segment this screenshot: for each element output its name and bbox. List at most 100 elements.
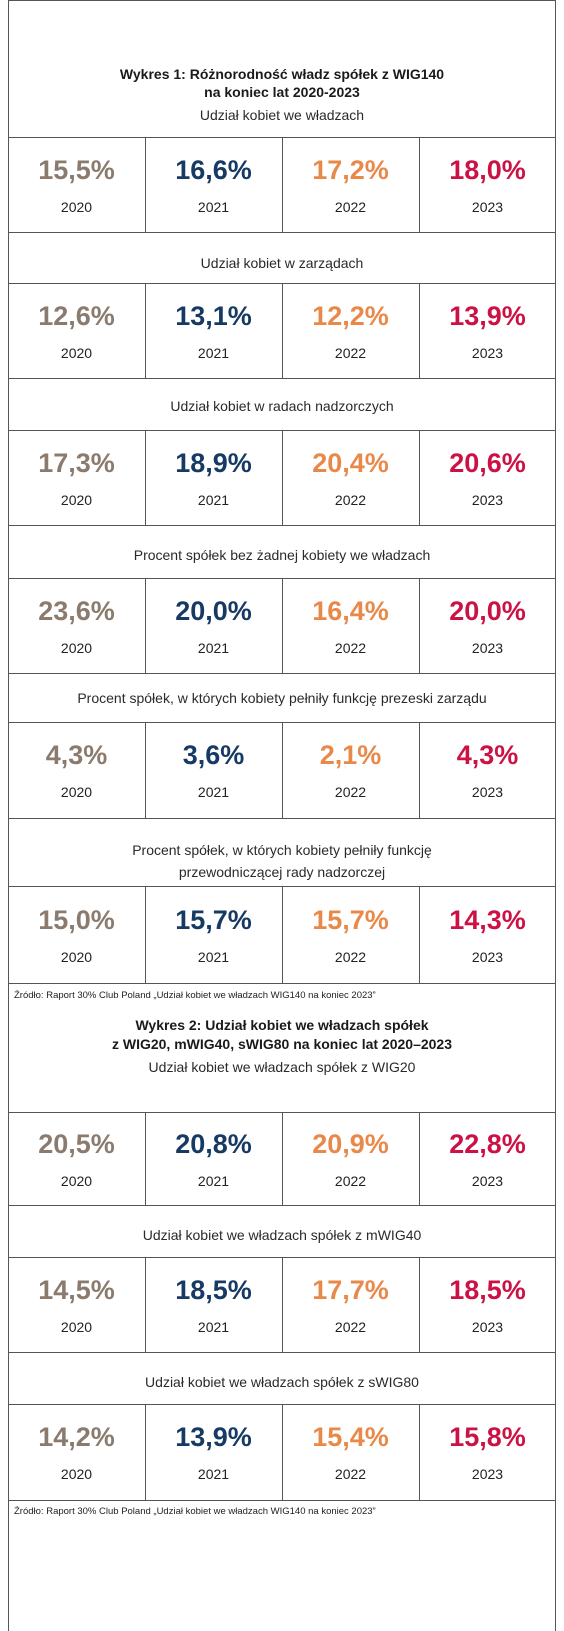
value-cell: 17,2% 2022 xyxy=(282,154,419,216)
value-label: 13,9% xyxy=(449,300,526,331)
value-cell: 20,9% 2022 xyxy=(282,1128,419,1190)
year-label: 2023 xyxy=(471,1466,504,1482)
value-cell: 14,5% 2020 xyxy=(8,1274,145,1336)
year-label: 2021 xyxy=(197,491,230,508)
year-label: 2023 xyxy=(471,639,504,656)
column-divider xyxy=(145,430,146,525)
column-divider xyxy=(282,578,283,673)
year-label: 2023 xyxy=(471,1172,504,1189)
column-divider xyxy=(282,1257,283,1352)
year-label: 2022 xyxy=(334,948,367,965)
year-label: 2021 xyxy=(197,344,230,361)
value-label: 15,7% xyxy=(175,904,252,935)
value-label: 18,5% xyxy=(175,1274,252,1305)
year-label: 2022 xyxy=(334,1466,367,1482)
value-cell: 20,4% 2022 xyxy=(282,447,419,509)
section-label: Udział kobiet we władzach spółek z mWIG4… xyxy=(142,1227,422,1243)
value-cell: 16,6% 2021 xyxy=(145,154,282,216)
value-cell: 4,3% 2023 xyxy=(419,739,556,801)
section-bottom-rule xyxy=(8,525,556,526)
value-cell: 13,9% 2021 xyxy=(145,1421,282,1483)
column-divider xyxy=(419,722,420,818)
column-divider xyxy=(145,283,146,378)
chart-title-line-2: z WIG20, mWIG40, sWIG80 na koniec lat 20… xyxy=(111,1036,453,1052)
year-label: 2021 xyxy=(197,1466,230,1482)
value-cell: 18,5% 2023 xyxy=(419,1274,556,1336)
source-note: Źródło: Raport 30% Club Poland „Udział k… xyxy=(14,990,376,1001)
column-divider xyxy=(282,137,283,232)
chart-title-line-1: Wykres 2: Udział kobiet we władzach spół… xyxy=(135,1017,429,1033)
year-label: 2021 xyxy=(197,784,230,800)
year-label: 2022 xyxy=(334,784,367,800)
column-divider xyxy=(419,886,420,983)
year-label: 2021 xyxy=(197,948,230,965)
year-label: 2023 xyxy=(471,948,504,965)
section-bottom-rule xyxy=(8,1500,556,1501)
value-label: 17,3% xyxy=(38,447,115,478)
value-label: 14,3% xyxy=(449,904,526,935)
year-label: 2020 xyxy=(60,639,93,656)
section-label-line-2: przewodniczącej rady nadzorczej xyxy=(178,864,386,880)
value-cell: 20,0% 2023 xyxy=(419,595,556,657)
value-label: 12,2% xyxy=(312,300,389,331)
section-bottom-rule xyxy=(8,818,556,819)
column-divider xyxy=(419,430,420,525)
section-bottom-rule xyxy=(8,983,556,984)
value-label: 17,7% xyxy=(312,1274,389,1305)
value-cell: 3,6% 2021 xyxy=(145,739,282,801)
value-label: 15,5% xyxy=(38,154,115,185)
year-label: 2023 xyxy=(471,344,504,361)
year-label: 2022 xyxy=(334,639,367,656)
value-cell: 23,6% 2020 xyxy=(8,595,145,657)
value-cell: 14,2% 2020 xyxy=(8,1421,145,1483)
value-cell: 13,9% 2023 xyxy=(419,300,556,362)
year-label: 2022 xyxy=(334,198,367,215)
year-label: 2022 xyxy=(334,344,367,361)
value-cell: 18,5% 2021 xyxy=(145,1274,282,1336)
section-label: Udział kobiet we władzach spółek z sWIG8… xyxy=(145,1374,419,1390)
value-label: 16,4% xyxy=(312,595,389,626)
column-divider xyxy=(282,283,283,378)
source-note: Źródło: Raport 30% Club Poland „Udział k… xyxy=(14,1506,376,1517)
value-cell: 16,4% 2022 xyxy=(282,595,419,657)
column-divider xyxy=(145,1404,146,1500)
section-label: Procent spółek, w których kobiety pełnił… xyxy=(77,690,487,706)
year-label: 2023 xyxy=(471,491,504,508)
value-label: 20,4% xyxy=(312,447,389,478)
value-cell: 14,3% 2023 xyxy=(419,904,556,966)
column-divider xyxy=(282,1112,283,1205)
value-cell: 15,7% 2021 xyxy=(145,904,282,966)
value-cell: 20,8% 2021 xyxy=(145,1128,282,1190)
section-label: Udział kobiet we władzach xyxy=(199,107,365,123)
column-divider xyxy=(145,722,146,818)
section-bottom-rule xyxy=(8,232,556,233)
value-label: 20,8% xyxy=(175,1128,252,1159)
value-label: 4,3% xyxy=(456,740,519,770)
value-label: 15,8% xyxy=(449,1422,526,1452)
value-label: 13,9% xyxy=(175,1422,252,1452)
section-bottom-rule xyxy=(8,1352,556,1353)
column-divider xyxy=(145,1112,146,1205)
year-label: 2020 xyxy=(60,198,93,215)
value-cell: 15,4% 2022 xyxy=(282,1421,419,1483)
value-label: 15,0% xyxy=(38,904,115,935)
value-label: 3,6% xyxy=(182,740,245,770)
value-cell: 17,7% 2022 xyxy=(282,1274,419,1336)
year-label: 2021 xyxy=(197,1318,230,1335)
column-divider xyxy=(145,578,146,673)
year-label: 2020 xyxy=(60,1466,93,1482)
value-label: 20,5% xyxy=(38,1128,115,1159)
column-divider xyxy=(419,1257,420,1352)
column-divider xyxy=(145,137,146,232)
value-cell: 12,2% 2022 xyxy=(282,300,419,362)
value-cell: 15,8% 2023 xyxy=(419,1421,556,1483)
section-bottom-rule xyxy=(8,673,556,674)
value-cell: 22,8% 2023 xyxy=(419,1128,556,1190)
column-divider xyxy=(419,1404,420,1500)
year-label: 2021 xyxy=(197,1172,230,1189)
value-label: 16,6% xyxy=(175,154,252,185)
value-label: 15,4% xyxy=(312,1422,389,1452)
year-label: 2020 xyxy=(60,1318,93,1335)
column-divider xyxy=(419,578,420,673)
column-divider xyxy=(145,886,146,983)
